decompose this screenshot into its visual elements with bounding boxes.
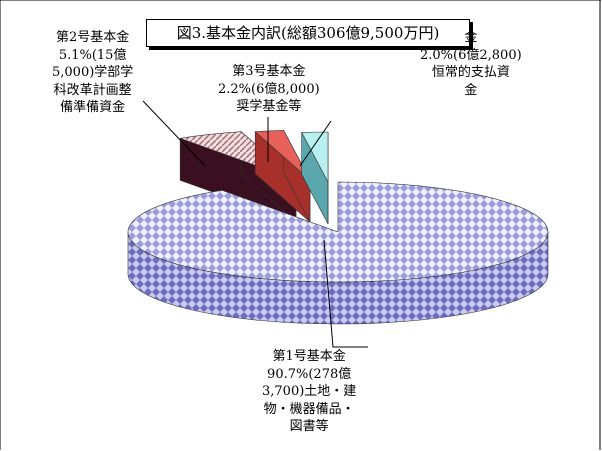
pie-plot	[127, 130, 549, 325]
slice-label-line: 科改革計画整	[53, 82, 132, 98]
slice-label-line: 第3号基本金	[232, 64, 306, 79]
chart-title: 図3.基本金内訳(総額306億9,500万円)	[146, 19, 470, 47]
slice-label-line: 2.0%(6億2,800)	[420, 47, 522, 63]
slice-label-line: 90.7%(278億	[267, 366, 352, 382]
slice-label-line: 第1号基本金	[272, 349, 346, 364]
slice-label-line: 第2号基本金	[56, 30, 130, 45]
slice-label-1: 第1号基本金 90.7%(278億 3,700)土地・建 物・機器備品・ 図書等	[262, 348, 356, 436]
leader-line-2	[142, 100, 206, 167]
slice-label-line: 5.1%(15億	[58, 47, 127, 63]
slice-label-2: 第2号基本金 5.1%(15億 5,000)学部学 科改革計画整 備準備資金	[52, 29, 133, 117]
leader-lines	[142, 100, 368, 348]
pie-slice-top-4	[301, 131, 329, 183]
slice-label-line: 図書等	[289, 419, 329, 434]
pie-slice-4	[301, 131, 329, 225]
pie-slice-top-3	[254, 130, 311, 181]
slice-label-line: 奨学基金等	[236, 99, 302, 114]
pie-slice-3	[254, 130, 311, 223]
slice-label-line: 5,000)学部学	[52, 65, 134, 80]
slice-label-line: 3,700)土地・建	[262, 384, 357, 399]
pie-slice-1	[127, 181, 549, 325]
leader-line-1	[323, 239, 368, 348]
slice-label-line: 金	[464, 30, 478, 45]
leader-line-4	[299, 120, 332, 167]
slice-label-line: 恒常的支払資	[431, 65, 510, 80]
slice-label-3: 第3号基本金 2.2%(6億8,000) 奨学基金等	[218, 63, 320, 116]
slice-label-line: 物・機器備品・	[263, 401, 355, 417]
slice-label-line: 金	[464, 82, 478, 98]
slice-label-line: 2.2%(6億8,000)	[218, 81, 320, 97]
pie-slice-top-1	[127, 181, 549, 283]
slice-label-line: 備準備資金	[60, 100, 126, 115]
slice-label-4: 金 2.0%(6億2,800) 恒常的支払資金	[420, 29, 522, 99]
